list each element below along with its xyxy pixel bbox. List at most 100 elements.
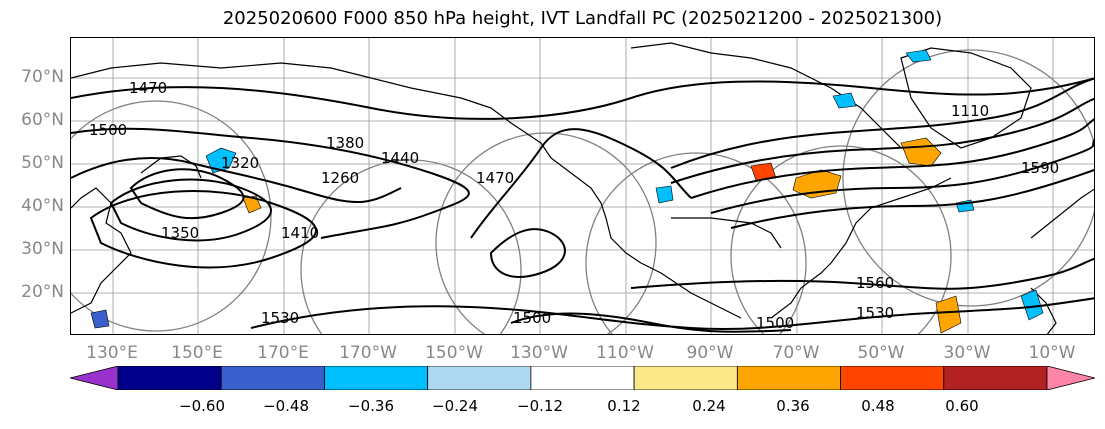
coast-africa [1030, 287, 1057, 334]
colorbar-cell [736, 366, 841, 390]
colorbar-cell [530, 366, 635, 390]
radius-circle-4 [585, 152, 807, 334]
contour-jet-4 [710, 138, 1094, 214]
colorbar-cell [117, 366, 222, 390]
coast-europe [1030, 188, 1094, 239]
contour-1530 [250, 297, 1094, 330]
ivt-shading [90, 49, 1044, 334]
ivt-blob-7 [935, 295, 962, 334]
radius-circle-5 [730, 145, 952, 334]
landfall-radius-circles [71, 49, 1094, 334]
contour-label: 1110 [951, 102, 989, 120]
coast-canada [630, 42, 902, 149]
contour-1380 [71, 157, 402, 204]
ivt-blob-9 [832, 92, 857, 109]
radius-circle-1 [71, 100, 272, 332]
colorbar-tick: 0.48 [861, 397, 895, 415]
ivt-blob-8 [1020, 289, 1044, 321]
lat-label-30n: 30°N [21, 239, 64, 259]
coast-east-asia [71, 187, 132, 314]
contour-low-ring-3 [89, 190, 317, 269]
contour-low-center [129, 168, 245, 220]
lon-label-150w: 150°W [425, 343, 483, 363]
contour-jet-5 [730, 168, 1094, 229]
colorbar-tick: 0.12 [607, 397, 641, 415]
ivt-blob-10 [905, 49, 932, 63]
coast-siberia [71, 62, 492, 109]
contour-label: 1470 [129, 79, 167, 97]
lon-label-70w: 70°W [772, 343, 820, 363]
height-contours [71, 77, 1094, 333]
contour-label: 1440 [381, 149, 419, 167]
lon-label-50w: 50°W [857, 343, 905, 363]
lon-label-30w: 30°W [943, 343, 991, 363]
lat-label-20n: 20°N [21, 282, 64, 302]
colorbar-extend-high [1046, 366, 1095, 390]
lon-label-130e: 130°E [86, 343, 138, 363]
colorbar-cell [427, 366, 532, 390]
radius-circle-3 [435, 132, 657, 334]
colorbar-tick: −0.36 [348, 397, 394, 415]
ivt-blob-3 [655, 185, 674, 204]
colorbar-tick: 0.24 [692, 397, 726, 415]
contour-label: 1410 [281, 224, 319, 242]
contour-label: 1380 [326, 134, 364, 152]
colorbar-tick: −0.60 [179, 397, 225, 415]
contour-label: 1320 [221, 154, 259, 172]
contour-jet-2 [670, 97, 1094, 184]
map-panel: 1470 1500 1380 1320 1350 1410 1260 1440 … [70, 37, 1095, 335]
contour-1500-trough [71, 127, 470, 239]
contour-label: 1500 [89, 121, 127, 139]
colorbar-cells [70, 366, 1095, 390]
colorbar-extend-low [70, 366, 119, 390]
coast-us-border [671, 217, 782, 249]
ivt-blob-1 [205, 147, 237, 174]
contour-1470-north [71, 77, 1094, 120]
contour-jet-1 [670, 77, 1094, 169]
contour-label: 1350 [161, 224, 199, 242]
contour-1470-ridge [470, 128, 692, 239]
lat-label-70n: 70°N [21, 67, 64, 87]
contour-jet-3 [690, 118, 1094, 199]
contour-label: 1530 [261, 309, 299, 327]
lon-label-110w: 110°W [596, 343, 654, 363]
colorbar-tick: −0.48 [263, 397, 309, 415]
lon-label-170e: 170°E [257, 343, 309, 363]
radius-circle-6 [842, 49, 1094, 307]
colorbar-cell [220, 366, 325, 390]
radius-circle-2 [300, 159, 522, 334]
contour-label: 1530 [856, 304, 894, 322]
coast-north-america-east [770, 177, 952, 319]
contour-label: 1260 [321, 169, 359, 187]
colorbar-cell [633, 366, 738, 390]
colorbar-tick: 0.60 [945, 397, 979, 415]
colorbar-tick: −0.12 [517, 397, 563, 415]
contour-label-group: 1470 1500 1380 1320 1350 1410 1260 1440 … [89, 79, 1059, 332]
contour-label: 1500 [513, 309, 551, 327]
contour-label: 1560 [856, 274, 894, 292]
contour-cutoff-low [489, 228, 566, 278]
colorbar-cell [943, 366, 1048, 390]
lat-label-60n: 60°N [21, 110, 64, 130]
ivt-blob-6 [900, 137, 942, 167]
coastlines [71, 42, 1094, 334]
colorbar-tick: 0.36 [776, 397, 810, 415]
map-title: 2025020600 F000 850 hPa height, IVT Land… [222, 8, 943, 29]
lon-label-130w: 130°W [510, 343, 568, 363]
lon-label-150e: 150°E [171, 343, 223, 363]
ivt-blob-11 [90, 309, 110, 329]
coast-north-america-west [490, 107, 742, 319]
lat-label-50n: 50°N [21, 153, 64, 173]
coast-greenland [900, 47, 1032, 149]
map-canvas: 1470 1500 1380 1320 1350 1410 1260 1440 … [71, 38, 1094, 334]
colorbar-tick: −0.24 [432, 397, 478, 415]
colorbar-cell [324, 366, 429, 390]
contour-label: 1500 [756, 314, 794, 332]
contour-1500-south [510, 312, 792, 333]
lat-label-40n: 40°N [21, 196, 64, 216]
lon-label-90w: 90°W [686, 343, 734, 363]
colorbar-cell [840, 366, 945, 390]
colorbar [70, 366, 1095, 390]
lon-label-10w: 10°W [1028, 343, 1076, 363]
contour-label: 1470 [476, 169, 514, 187]
